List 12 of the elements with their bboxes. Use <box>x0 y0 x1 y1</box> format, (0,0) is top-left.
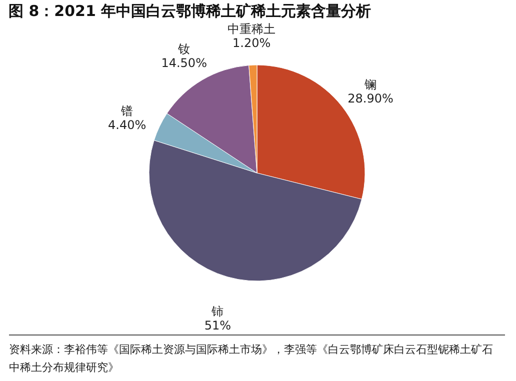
data-label: 14.50% <box>161 56 207 70</box>
slice-label: 钕 <box>177 42 190 56</box>
slice-label: 中重稀土 <box>228 22 276 36</box>
data-label: 28.90% <box>348 91 394 106</box>
chart-title: 图 8：2021 年中国白云鄂博稀土矿稀土元素含量分析 <box>8 2 372 20</box>
data-label: 51% <box>204 318 232 333</box>
slice-label: 镧 <box>364 77 377 92</box>
text: 资料来源：李裕伟等《国际稀土资源与国际稀土市场》，李强等《白云鄂博矿床白云石型铌稀土矿石中稀土分布规律研究》 <box>9 343 493 374</box>
data-label: 4.40% <box>108 118 146 132</box>
slice-label: 铈 <box>210 304 224 319</box>
data-label: 1.20% <box>232 36 271 50</box>
slice-label: 镨 <box>120 104 134 118</box>
